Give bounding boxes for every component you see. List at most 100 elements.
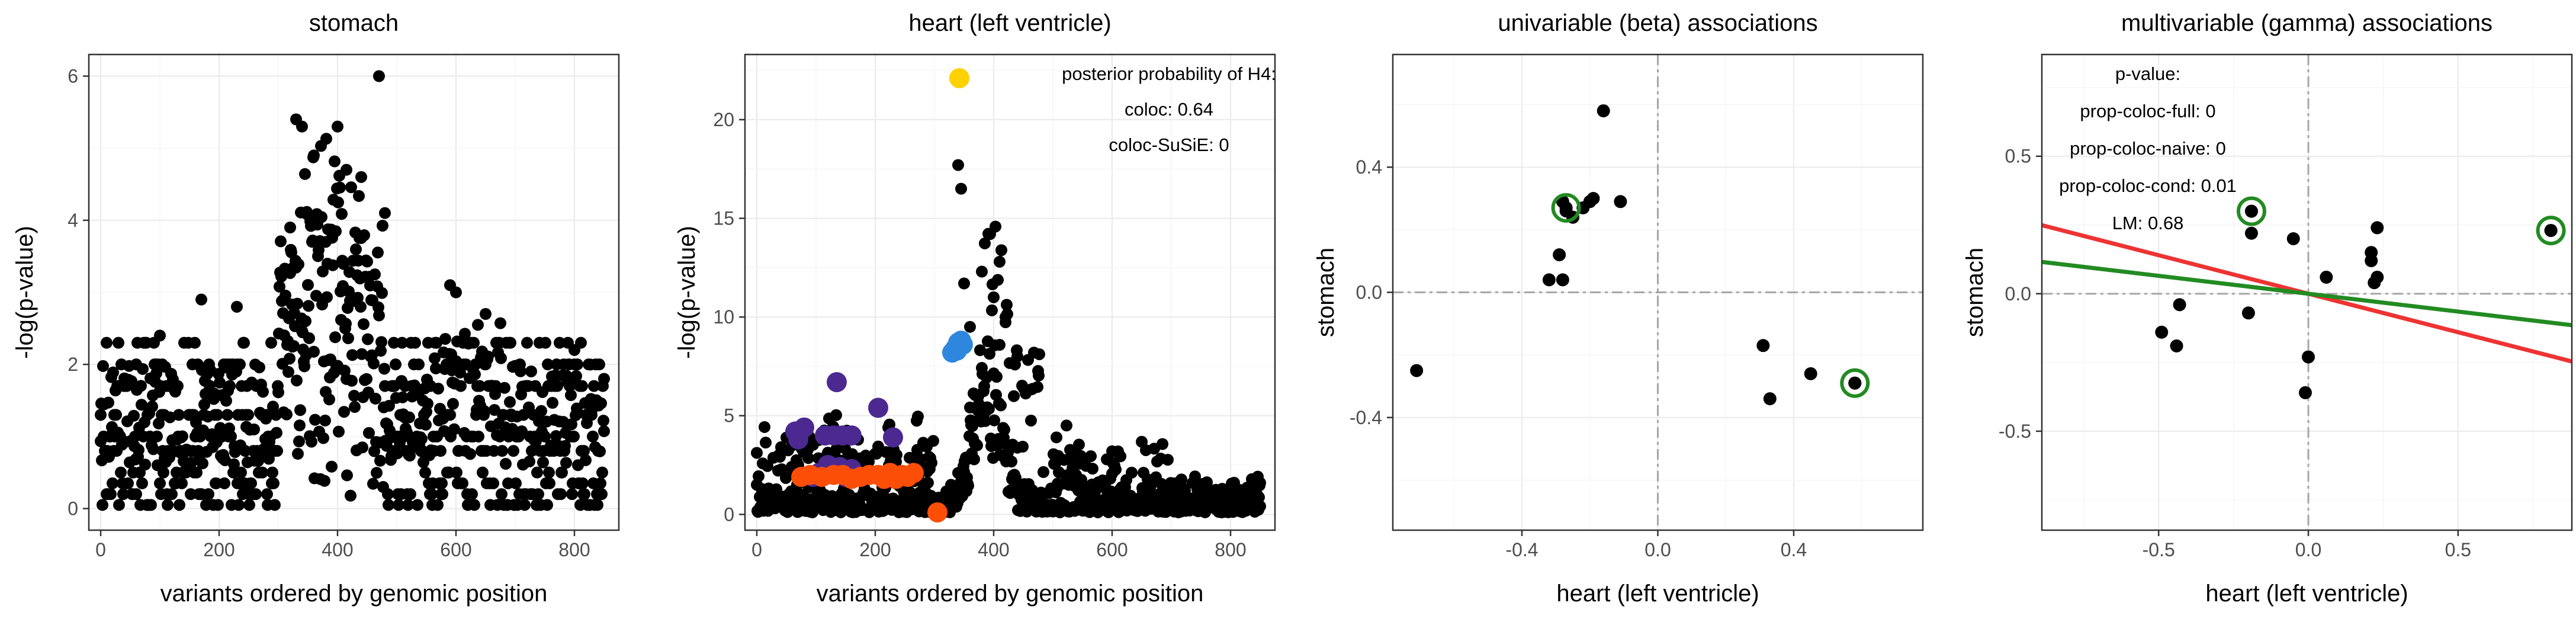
x-tick-label: 600	[1096, 539, 1128, 560]
data-point	[474, 380, 486, 392]
data-point	[302, 278, 314, 291]
data-point	[594, 445, 606, 457]
data-point	[228, 458, 240, 470]
data-point	[356, 441, 368, 454]
data-point	[500, 457, 512, 470]
data-point	[487, 477, 499, 489]
data-point	[300, 315, 311, 328]
data-point	[593, 358, 605, 371]
data-point	[342, 332, 354, 345]
data-point	[113, 336, 124, 349]
x-tick-label: 400	[322, 539, 353, 560]
data-point	[329, 155, 341, 168]
data-point	[308, 149, 320, 162]
x-tick-label: 0.5	[2445, 539, 2471, 560]
data-point	[968, 453, 980, 466]
data-point	[388, 336, 400, 349]
data-point	[130, 358, 142, 371]
data-point	[358, 229, 370, 242]
panel-border	[2041, 53, 2573, 531]
data-point	[988, 291, 1000, 303]
data-point	[436, 477, 448, 489]
data-point	[494, 317, 506, 329]
data-point	[530, 435, 542, 447]
data-point	[515, 365, 526, 377]
data-point	[1038, 466, 1049, 478]
x-tick-label: 0	[751, 539, 762, 560]
data-point	[1085, 450, 1097, 463]
data-point	[1410, 364, 1424, 377]
data-point	[210, 477, 222, 489]
data-point	[992, 274, 1004, 286]
data-point	[95, 409, 107, 421]
data-point	[352, 291, 364, 304]
annotation-text: prop-coloc-naive: 0	[2070, 138, 2226, 159]
data-point	[1542, 273, 1556, 287]
data-point	[571, 358, 583, 371]
data-point	[220, 395, 232, 407]
data-point	[1756, 339, 1770, 352]
points	[751, 68, 1266, 523]
data-point	[409, 336, 421, 349]
data-point	[291, 297, 303, 310]
data-point	[345, 489, 356, 502]
data-point	[535, 405, 547, 417]
data-point	[245, 477, 257, 489]
data-point	[419, 466, 431, 479]
data-point	[927, 435, 939, 447]
data-point	[404, 488, 416, 501]
y-tick-label: 6	[68, 66, 78, 87]
data-point	[541, 499, 553, 511]
data-point	[296, 120, 308, 133]
data-point	[436, 488, 448, 501]
data-point	[162, 499, 174, 511]
data-point	[310, 290, 322, 302]
data-point	[519, 499, 531, 511]
data-point	[235, 466, 247, 479]
data-point	[912, 411, 924, 423]
data-point	[272, 386, 284, 399]
data-point	[176, 477, 188, 489]
data-point	[762, 460, 773, 472]
data-point	[375, 345, 387, 357]
data-point	[998, 424, 1010, 436]
data-point	[1051, 431, 1062, 444]
data-point	[2371, 270, 2384, 284]
data-point	[291, 374, 303, 387]
data-point	[326, 460, 338, 473]
highlight-ring	[2536, 216, 2566, 246]
data-point	[164, 411, 176, 424]
data-point	[431, 336, 442, 349]
x-tick-label: 800	[1215, 539, 1246, 560]
data-point	[580, 454, 592, 466]
highlight-point	[827, 372, 847, 393]
data-point	[320, 133, 332, 145]
annotation: p-value: prop-coloc-full: 0 prop-coloc-nai…	[2059, 63, 2237, 233]
data-point	[393, 499, 404, 511]
data-point	[432, 383, 444, 395]
data-point	[327, 259, 339, 271]
fit-line-2	[2041, 259, 2572, 328]
data-point	[151, 430, 163, 443]
data-point	[139, 459, 151, 471]
highlight-point	[949, 68, 969, 88]
data-point	[130, 488, 142, 501]
data-point	[592, 499, 603, 511]
x-tick-label: 800	[558, 539, 590, 560]
data-point	[1126, 466, 1138, 479]
data-point	[323, 393, 335, 406]
y-tick-label: 0.4	[1356, 156, 1382, 178]
data-point	[542, 358, 554, 371]
data-point	[2155, 325, 2169, 339]
points	[2155, 196, 2566, 399]
data-point	[499, 381, 510, 394]
data-point	[265, 336, 277, 349]
data-point	[248, 423, 260, 435]
annotation-text: p-value:	[2115, 63, 2180, 84]
data-point	[984, 348, 995, 360]
data-point	[340, 318, 352, 330]
panel-3: univariable (beta) associations -0.4 0.0 0.…	[1313, 10, 1924, 607]
data-point	[495, 352, 507, 364]
data-point	[294, 404, 306, 416]
data-point	[496, 445, 508, 457]
